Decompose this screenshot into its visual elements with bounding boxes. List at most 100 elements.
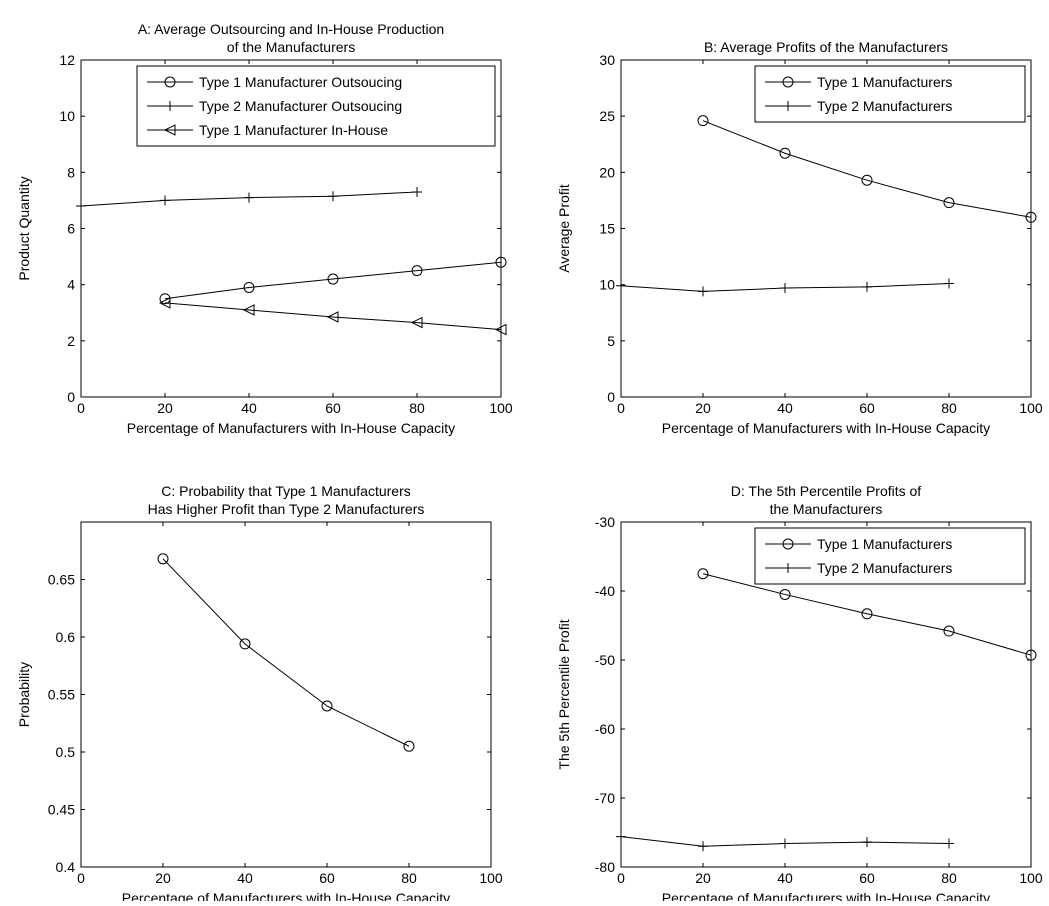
legend-label: Type 1 Manufacturers (817, 74, 952, 90)
y-tick-label: 0.4 (56, 859, 76, 875)
x-axis-label: Percentage of Manufacturers with In-Hous… (122, 890, 450, 901)
data-point (403, 740, 415, 752)
data-point (861, 608, 873, 620)
legend: Type 1 Manufacturers Type 2 Manufacturers (754, 527, 1026, 585)
y-axis-label: Product Quantity (16, 176, 32, 280)
y-tick-label: -40 (595, 583, 615, 599)
legend-box (754, 65, 1026, 123)
plot-area (620, 521, 1032, 868)
data-point (1025, 649, 1037, 661)
data-point (160, 195, 170, 206)
data-point (244, 192, 254, 203)
data-point (862, 281, 872, 292)
x-tick-label: 20 (157, 400, 173, 416)
legend-marker (164, 76, 176, 88)
data-point (697, 115, 709, 127)
legend-label: Type 2 Manufacturer Outsoucing (199, 98, 402, 114)
data-point (862, 837, 872, 848)
legend-marker (783, 563, 793, 573)
y-tick-label: 2 (67, 333, 75, 349)
legend-box (136, 65, 496, 147)
data-point (495, 256, 507, 268)
data-point (327, 273, 339, 285)
chart-title: Has Higher Profit than Type 2 Manufactur… (148, 501, 425, 517)
data-point (412, 186, 422, 197)
legend-marker (782, 538, 794, 550)
plot-area (80, 521, 492, 868)
data-point (943, 625, 955, 637)
data-point (780, 838, 790, 849)
data-point (410, 316, 423, 329)
data-point (321, 700, 333, 712)
x-tick-label: 40 (777, 400, 793, 416)
y-tick-label: 15 (599, 221, 615, 237)
data-point (243, 281, 255, 293)
series-line-1 (702, 120, 1032, 218)
data-point (242, 304, 255, 316)
x-axis-label: Percentage of Manufacturers with In-Hous… (662, 420, 990, 436)
x-tick-label: 100 (479, 870, 503, 886)
x-tick-label: 40 (241, 400, 257, 416)
data-point (779, 147, 791, 159)
y-axis-label: The 5th Percentile Profit (556, 619, 572, 769)
chart-title: C: Probability that Type 1 Manufacturers (161, 483, 411, 499)
legend: Type 1 Manufacturer Outsoucing Type 2 Man… (136, 65, 496, 147)
chart-panel-c: 0 20 40 60 80 100 0.4 0.45 0.5 0.55 0.6 0.65 C: Prob… (16, 483, 503, 906)
series-line-1 (162, 558, 410, 747)
x-tick-label: 80 (401, 870, 417, 886)
chart-panel-b: 0 20 40 60 80 100 0 5 10 15 20 25 30 B: Average Profi… (556, 39, 1043, 436)
x-tick-label: 60 (319, 870, 335, 886)
chart-title: A: Average Outsourcing and In-House Prod… (138, 21, 444, 37)
x-tick-label: 80 (941, 870, 957, 886)
series-line-3 (164, 302, 502, 331)
legend-marker (163, 124, 176, 136)
series-line-1 (702, 573, 1032, 656)
data-point (1025, 211, 1037, 223)
legend-marker (783, 101, 793, 111)
legend-label: Type 1 Manufacturer Outsoucing (199, 74, 402, 90)
chart-title: D: The 5th Percentile Profits of (731, 483, 921, 499)
y-tick-label: 8 (67, 164, 75, 180)
y-tick-label: 0.65 (48, 572, 75, 588)
x-tick-label: 0 (617, 400, 625, 416)
data-point (616, 280, 626, 291)
series-line-1 (164, 261, 502, 300)
chart-title: of the Manufacturers (227, 39, 355, 55)
data-point (616, 831, 626, 842)
data-point (328, 191, 338, 202)
x-tick-label: 40 (777, 870, 793, 886)
x-tick-label: 80 (941, 400, 957, 416)
legend-label: Type 1 Manufacturers (817, 536, 952, 552)
chart-panel-d: 0 20 40 60 80 100 -80 -70 -60 -50 -40 -30 D: The 5th… (556, 483, 1043, 906)
data-point (239, 638, 251, 650)
chart-title: the Manufacturers (770, 501, 883, 517)
data-point (861, 174, 873, 186)
x-tick-label: 0 (617, 870, 625, 886)
chart-title: B: Average Profits of the Manufacturers (704, 39, 948, 55)
y-tick-label: -80 (595, 859, 615, 875)
x-tick-label: 20 (695, 870, 711, 886)
y-tick-label: 0.55 (48, 687, 75, 703)
data-point (697, 568, 709, 580)
x-tick-label: 100 (1019, 400, 1043, 416)
y-tick-label: 25 (599, 108, 615, 124)
y-tick-label: 4 (67, 277, 75, 293)
y-tick-label: 5 (607, 333, 615, 349)
x-tick-label: 80 (409, 400, 425, 416)
y-tick-label: 0.45 (48, 802, 75, 818)
data-point (411, 265, 423, 277)
y-tick-label: 10 (599, 277, 615, 293)
y-tick-label: 0.6 (56, 629, 76, 645)
data-point (944, 278, 954, 289)
y-tick-label: -30 (595, 514, 615, 530)
x-axis-label: Percentage of Manufacturers with In-Hous… (662, 890, 990, 901)
x-tick-label: 20 (695, 400, 711, 416)
y-tick-label: 0 (67, 389, 75, 405)
data-point (494, 323, 507, 336)
x-tick-label: 60 (859, 400, 875, 416)
y-tick-label: -60 (595, 721, 615, 737)
data-point (779, 588, 791, 600)
data-point (76, 201, 86, 212)
